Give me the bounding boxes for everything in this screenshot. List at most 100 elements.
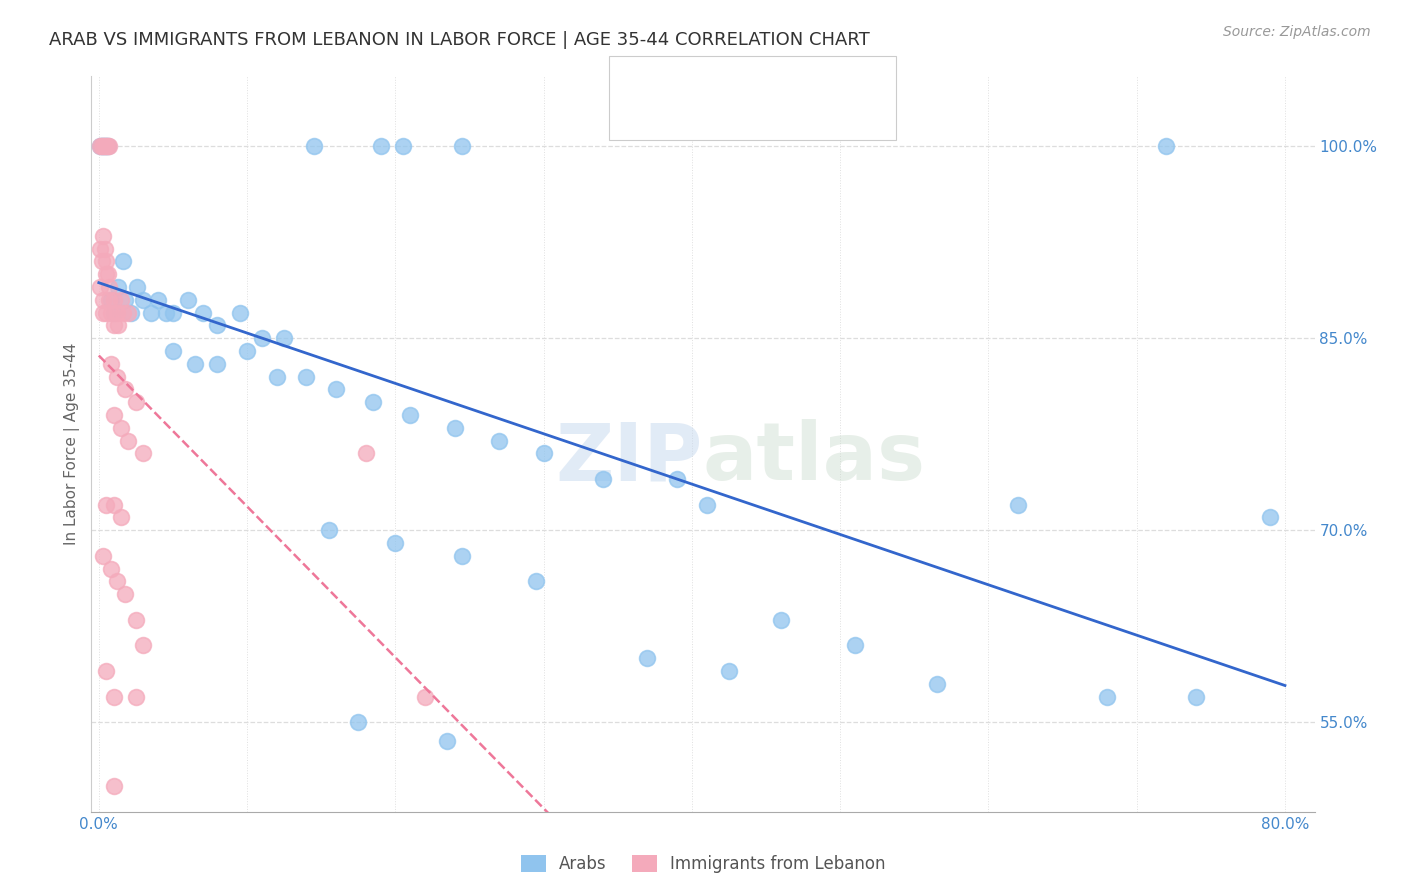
Point: [111, 305, 134, 319]
Point: [533, 446, 555, 460]
Point: [207, 357, 229, 371]
Point: [91, 305, 114, 319]
Point: [103, 498, 125, 512]
Point: [103, 690, 125, 704]
Point: [413, 690, 436, 704]
Point: [100, 561, 122, 575]
Point: [105, 369, 128, 384]
Point: [91, 139, 114, 153]
Point: [107, 280, 129, 294]
Point: [98, 280, 121, 294]
Point: [96, 139, 118, 153]
Text: R =: R =: [669, 71, 706, 89]
Point: [103, 779, 125, 793]
Point: [90, 139, 112, 153]
Point: [266, 369, 288, 384]
Point: [162, 343, 184, 358]
Point: [91, 549, 114, 563]
Point: [1095, 690, 1118, 704]
Point: [97, 267, 120, 281]
Point: [361, 395, 384, 409]
Point: [114, 383, 136, 397]
Point: [100, 357, 122, 371]
Point: [925, 677, 948, 691]
Point: [125, 690, 148, 704]
Text: ZIP: ZIP: [555, 419, 703, 498]
Point: [162, 305, 184, 319]
Point: [592, 472, 614, 486]
Point: [177, 293, 200, 307]
Point: [103, 318, 125, 333]
Point: [103, 408, 125, 422]
Point: [89, 139, 111, 153]
Point: [125, 613, 148, 627]
Point: [97, 139, 120, 153]
Point: [207, 318, 229, 333]
Point: [146, 293, 169, 307]
Point: [132, 293, 155, 307]
Text: atlas: atlas: [703, 419, 927, 498]
Point: [295, 369, 318, 384]
Point: [443, 421, 465, 435]
Point: [93, 139, 115, 153]
Point: [717, 664, 740, 678]
Text: Source: ZipAtlas.com: Source: ZipAtlas.com: [1223, 25, 1371, 39]
Point: [228, 305, 250, 319]
Point: [399, 408, 422, 422]
Text: N =: N =: [794, 107, 832, 125]
Point: [91, 228, 114, 243]
Point: [139, 305, 162, 319]
Text: 59: 59: [844, 71, 866, 89]
Point: [436, 734, 458, 748]
Point: [98, 293, 121, 307]
Point: [132, 446, 155, 460]
Bar: [624, 103, 658, 129]
Point: [636, 651, 658, 665]
Point: [96, 254, 118, 268]
Point: [391, 139, 413, 153]
Point: [96, 139, 118, 153]
Point: [105, 574, 128, 589]
Point: [844, 638, 866, 652]
Text: N =: N =: [794, 71, 832, 89]
Point: [100, 293, 122, 307]
Point: [1156, 139, 1178, 153]
Text: ARAB VS IMMIGRANTS FROM LEBANON IN LABOR FORCE | AGE 35-44 CORRELATION CHART: ARAB VS IMMIGRANTS FROM LEBANON IN LABOR…: [49, 31, 870, 49]
Point: [111, 254, 134, 268]
Point: [347, 715, 370, 730]
Point: [110, 421, 132, 435]
Bar: [624, 67, 658, 94]
Point: [90, 254, 112, 268]
Point: [107, 318, 129, 333]
Point: [384, 536, 406, 550]
Point: [117, 305, 139, 319]
Point: [488, 434, 510, 448]
Point: [155, 305, 177, 319]
Point: [127, 280, 149, 294]
Point: [325, 383, 347, 397]
Point: [1258, 510, 1281, 524]
Point: [125, 395, 148, 409]
Point: [120, 305, 142, 319]
Point: [666, 472, 689, 486]
Point: [98, 139, 121, 153]
Point: [96, 305, 118, 319]
Point: [132, 638, 155, 652]
Point: [96, 498, 118, 512]
Point: [318, 523, 340, 537]
Point: [93, 242, 115, 256]
Legend: Arabs, Immigrants from Lebanon: Arabs, Immigrants from Lebanon: [520, 855, 886, 873]
Point: [1185, 690, 1208, 704]
Point: [696, 498, 718, 512]
Point: [302, 139, 325, 153]
Point: [103, 305, 125, 319]
Text: R =: R =: [669, 107, 706, 125]
Point: [90, 139, 112, 153]
Point: [370, 139, 392, 153]
Point: [89, 139, 111, 153]
Point: [103, 293, 125, 307]
Point: [96, 267, 118, 281]
Point: [110, 510, 132, 524]
Point: [451, 139, 474, 153]
Point: [524, 574, 547, 589]
